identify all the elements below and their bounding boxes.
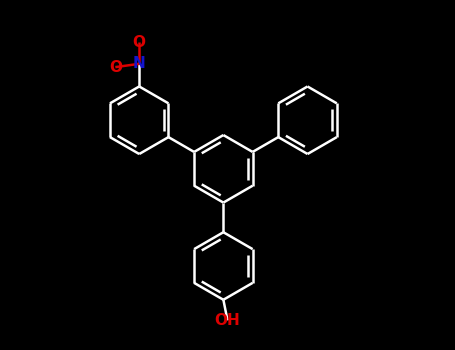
- Text: O: O: [133, 35, 146, 50]
- Text: O: O: [109, 60, 122, 75]
- Text: N: N: [133, 56, 146, 71]
- Text: OH: OH: [215, 313, 240, 328]
